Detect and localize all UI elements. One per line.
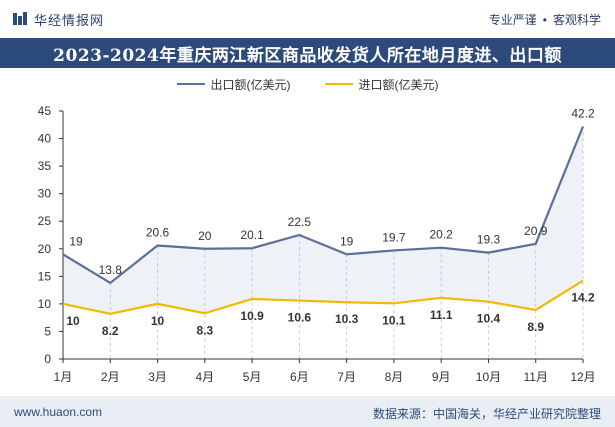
legend-item-export: 出口额(亿美元) [176, 74, 291, 94]
area-band [63, 126, 583, 314]
title-bar: 2023-2024年重庆两江新区商品收发货人所在地月度进、出口额 [0, 38, 615, 68]
legend-label-export: 出口额(亿美元) [210, 77, 291, 92]
y-tick-label: 0 [44, 352, 51, 366]
x-tick-label: 6月 [290, 370, 309, 384]
data-label-import: 11.1 [430, 308, 453, 322]
y-tick-label: 5 [44, 324, 51, 338]
y-tick-label: 45 [38, 104, 52, 118]
data-label-export: 20.6 [146, 225, 170, 239]
legend: 出口额(亿美元) 进口额(亿美元) [0, 74, 615, 94]
legend-item-import: 进口额(亿美元) [324, 74, 439, 94]
data-label-import: 8.2 [102, 324, 119, 338]
data-label-import: 14.2 [571, 291, 595, 305]
data-label-import: 8.3 [196, 323, 213, 337]
y-tick-label: 40 [38, 132, 52, 146]
brand-name: 华经情报网 [34, 12, 105, 28]
data-label-import: 10.4 [477, 312, 501, 326]
slogan-left: 专业严谨 [488, 13, 537, 27]
data-label-import: 8.9 [527, 320, 544, 334]
data-label-import: 10 [66, 314, 80, 328]
data-label-import: 10.1 [382, 313, 406, 327]
y-tick-label: 35 [38, 159, 52, 173]
footer-bar: www.huaon.com 数据来源：中国海关，华经产业研究院整理 [0, 396, 615, 427]
brand: 华经情报网 [12, 9, 104, 29]
logo-icon [13, 12, 27, 25]
header-bar: 华经情报网 专业严谨 • 客观科学 [0, 0, 615, 38]
x-tick-label: 1月 [54, 370, 73, 384]
x-tick-label: 3月 [148, 370, 167, 384]
data-label-export: 20.2 [430, 228, 454, 242]
site-url: www.huaon.com [14, 405, 103, 419]
data-label-export: 20 [198, 229, 212, 243]
x-tick-label: 8月 [385, 370, 404, 384]
data-label-import: 10.9 [240, 309, 264, 323]
data-label-export: 19.7 [382, 230, 406, 244]
legend-swatch-import [324, 83, 353, 85]
x-tick-label: 7月 [337, 370, 356, 384]
chart-title: 2023-2024年重庆两江新区商品收发货人所在地月度进、出口额 [53, 45, 562, 66]
legend-label-import: 进口额(亿美元) [358, 77, 439, 92]
data-label-export: 22.5 [288, 215, 312, 229]
x-tick-label: 10月 [476, 370, 501, 384]
data-label-export: 19 [340, 234, 354, 248]
data-label-export: 19.3 [477, 233, 501, 247]
data-label-export: 13.8 [99, 263, 123, 277]
legend-swatch-export [176, 83, 205, 85]
y-tick-label: 20 [38, 242, 52, 256]
slogan: 专业严谨 • 客观科学 [489, 11, 601, 28]
x-tick-label: 2月 [101, 370, 120, 384]
y-tick-label: 25 [38, 214, 52, 228]
data-source: 数据来源：中国海关，华经产业研究院整理 [372, 407, 601, 421]
data-label-import: 10 [151, 314, 165, 328]
data-label-export: 20.1 [240, 228, 264, 242]
series-line-import [62, 279, 584, 315]
x-tick-label: 9月 [432, 370, 451, 384]
data-label-export: 42.2 [571, 106, 595, 120]
x-tick-label: 12月 [570, 370, 595, 384]
y-tick-label: 30 [38, 187, 52, 201]
y-tick-label: 10 [38, 297, 52, 311]
series-line-export [62, 126, 585, 285]
data-label-export: 19 [69, 234, 83, 248]
x-tick-label: 5月 [243, 370, 262, 384]
y-tick-label: 15 [38, 269, 52, 283]
line-chart: 0 5 10 15 20 25 30 35 40 45 1月 2月 3月 4月 5月 6月 7月 8月 9月 10月 1… [38, 104, 596, 384]
data-label-export: 20.9 [524, 224, 548, 238]
data-label-import: 10.3 [335, 312, 359, 326]
data-label-import: 10.6 [288, 311, 312, 325]
slogan-right: 客观科学 [552, 13, 601, 27]
slogan-separator: • [542, 12, 547, 27]
x-tick-label: 4月 [195, 370, 214, 384]
x-tick-label: 11月 [523, 370, 547, 384]
